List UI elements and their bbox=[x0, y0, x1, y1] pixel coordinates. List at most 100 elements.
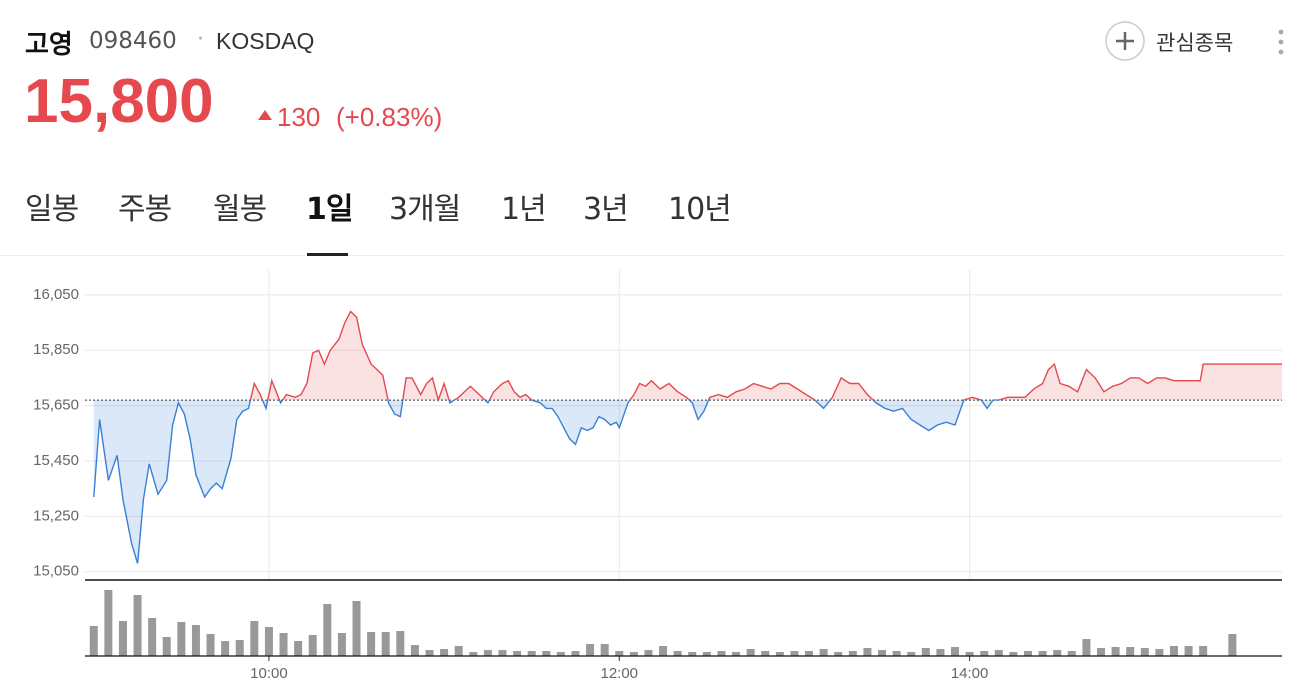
volume-bar bbox=[1126, 647, 1135, 656]
volume-bar bbox=[688, 652, 697, 656]
price-change-pct: (+0.83%) bbox=[336, 102, 443, 132]
volume-bar bbox=[994, 650, 1003, 656]
y-tick-label: 15,650 bbox=[33, 397, 79, 414]
volume-bar bbox=[323, 604, 332, 656]
plus-icon bbox=[1105, 21, 1145, 61]
volume-bar bbox=[498, 650, 507, 656]
volume-bar bbox=[513, 651, 522, 656]
up-arrow bbox=[258, 110, 272, 120]
y-tick-label: 16,050 bbox=[33, 286, 79, 303]
volume-bar bbox=[921, 648, 930, 656]
volume-bar bbox=[1024, 651, 1033, 656]
x-tick-label: 10:00 bbox=[250, 665, 288, 682]
y-tick-label: 15,850 bbox=[33, 341, 79, 358]
volume-bar bbox=[673, 651, 682, 656]
volume-bar bbox=[191, 625, 200, 656]
volume-bar bbox=[980, 651, 989, 656]
tab[interactable]: 10년 bbox=[668, 192, 732, 227]
volume-bar bbox=[659, 646, 668, 656]
volume-bar bbox=[761, 651, 770, 656]
stock-code: 098460 bbox=[89, 28, 177, 54]
volume-bar bbox=[1228, 634, 1237, 656]
volume-bar bbox=[556, 652, 565, 656]
area-down bbox=[93, 400, 999, 564]
price-change: 130 bbox=[277, 102, 321, 132]
x-tick-label: 12:00 bbox=[600, 665, 638, 682]
volume-bar bbox=[308, 635, 317, 656]
volume-bar bbox=[1199, 646, 1208, 656]
volume-bar bbox=[936, 649, 945, 656]
volume-bar bbox=[410, 645, 419, 656]
volume-bar bbox=[469, 652, 478, 656]
area-up bbox=[93, 311, 1282, 401]
volume-bar bbox=[337, 633, 346, 656]
x-tick-label: 14:00 bbox=[951, 665, 989, 682]
y-tick-label: 15,050 bbox=[33, 563, 79, 580]
volume-bar bbox=[206, 634, 215, 656]
tab-underline bbox=[307, 253, 348, 256]
more-menu[interactable] bbox=[1275, 28, 1287, 56]
price-line-down bbox=[93, 400, 1002, 564]
tab[interactable]: 월봉 bbox=[213, 192, 267, 227]
tab[interactable]: 3개월 bbox=[389, 192, 461, 227]
tab[interactable]: 3년 bbox=[583, 192, 629, 227]
tab-divider bbox=[0, 255, 1285, 256]
market: KOSDAQ bbox=[216, 28, 315, 54]
volume-bar bbox=[907, 652, 916, 656]
volume-bar bbox=[235, 640, 244, 656]
volume-bar bbox=[133, 595, 142, 656]
volume-bar bbox=[454, 646, 463, 656]
volume-bar bbox=[702, 652, 711, 656]
volume-bar bbox=[162, 637, 171, 656]
volume-bar bbox=[819, 649, 828, 656]
volume-bar bbox=[732, 652, 741, 656]
price-line-up bbox=[249, 310, 1282, 401]
price: 15,800 bbox=[24, 67, 214, 136]
tab[interactable]: 주봉 bbox=[118, 192, 172, 227]
volume-bar bbox=[1038, 651, 1047, 656]
volume-bar bbox=[775, 652, 784, 656]
up-arrow-icon bbox=[258, 110, 272, 120]
volume-bar bbox=[848, 651, 857, 656]
tab[interactable]: 1년 bbox=[501, 192, 547, 227]
volume-bar bbox=[746, 649, 755, 656]
volume-bar bbox=[381, 632, 390, 656]
volume-bar bbox=[805, 651, 814, 656]
stock-name: 고영 bbox=[25, 30, 73, 60]
volume-bar bbox=[527, 651, 536, 656]
y-tick-label: 15,250 bbox=[33, 507, 79, 524]
volume-bar bbox=[892, 651, 901, 656]
tab-active[interactable]: 1일 bbox=[306, 192, 353, 227]
volume-bar bbox=[89, 626, 98, 656]
volume-bar bbox=[221, 641, 230, 656]
volume-bar bbox=[586, 644, 595, 656]
volume-bar bbox=[644, 650, 653, 656]
volume-bar bbox=[1096, 648, 1105, 656]
volume-bar bbox=[790, 651, 799, 656]
volume-bar bbox=[440, 649, 449, 656]
volume-bar bbox=[1009, 652, 1018, 656]
volume-bar bbox=[367, 632, 376, 656]
volume-bar bbox=[104, 590, 113, 656]
volume-bar bbox=[878, 650, 887, 656]
tab[interactable]: 일봉 bbox=[25, 192, 79, 227]
volume-bar bbox=[834, 652, 843, 656]
volume-bar bbox=[264, 627, 273, 656]
volume-bar bbox=[352, 601, 361, 656]
volume-bar bbox=[1111, 647, 1120, 656]
volume-bar bbox=[1184, 646, 1193, 656]
volume-bar bbox=[294, 641, 303, 656]
volume-bar bbox=[1053, 650, 1062, 656]
volume-bar bbox=[951, 647, 960, 656]
volume-bar bbox=[717, 651, 726, 656]
volume-bar bbox=[483, 650, 492, 656]
separator: · bbox=[197, 27, 204, 52]
volume-bar bbox=[148, 618, 157, 656]
volume-bar bbox=[1067, 651, 1076, 656]
volume-bar bbox=[1169, 646, 1178, 656]
volume-bar bbox=[118, 621, 127, 656]
volume-bar bbox=[279, 633, 288, 656]
watchlist-button[interactable]: 관심종목 bbox=[1104, 20, 1254, 62]
watchlist-label: 관심종목 bbox=[1156, 31, 1234, 55]
